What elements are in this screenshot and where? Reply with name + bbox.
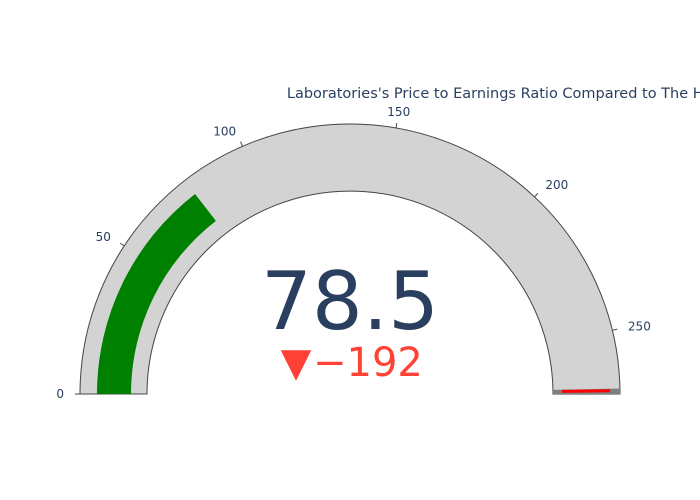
- gauge-ticks: 0 50 100 150 200 250: [56, 105, 650, 401]
- gauge-tick-label: 250: [628, 320, 651, 334]
- gauge-value-bar: [97, 193, 216, 394]
- gauge-tick-label: 0: [56, 387, 64, 401]
- gauge-tick-label: 200: [545, 178, 568, 192]
- gauge-tick-mark: [395, 122, 398, 129]
- gauge-background: [79, 123, 621, 395]
- gauge-value: 78.5: [261, 255, 439, 348]
- gauge-tick-mark: [534, 192, 539, 198]
- chart-title-text: Laboratories's Price to Earnings Ratio C…: [286, 86, 700, 102]
- gauge-tick-mark: [240, 141, 243, 147]
- gauge-tick-mark: [612, 328, 618, 331]
- delta-down-icon: ▼: [281, 340, 312, 386]
- chart-title: Laboratories's Price to Earnings Ratio C…: [0, 86, 700, 108]
- gauge-tick-mark: [119, 242, 125, 247]
- gauge-tick-label: 50: [96, 230, 111, 244]
- gauge-delta: ▼ −192: [281, 340, 423, 386]
- gauge-threshold-line: [561, 389, 610, 393]
- gauge-tick-label: 150: [387, 105, 410, 119]
- delta-value: −192: [313, 340, 423, 386]
- gauge-tick-label: 100: [213, 125, 236, 139]
